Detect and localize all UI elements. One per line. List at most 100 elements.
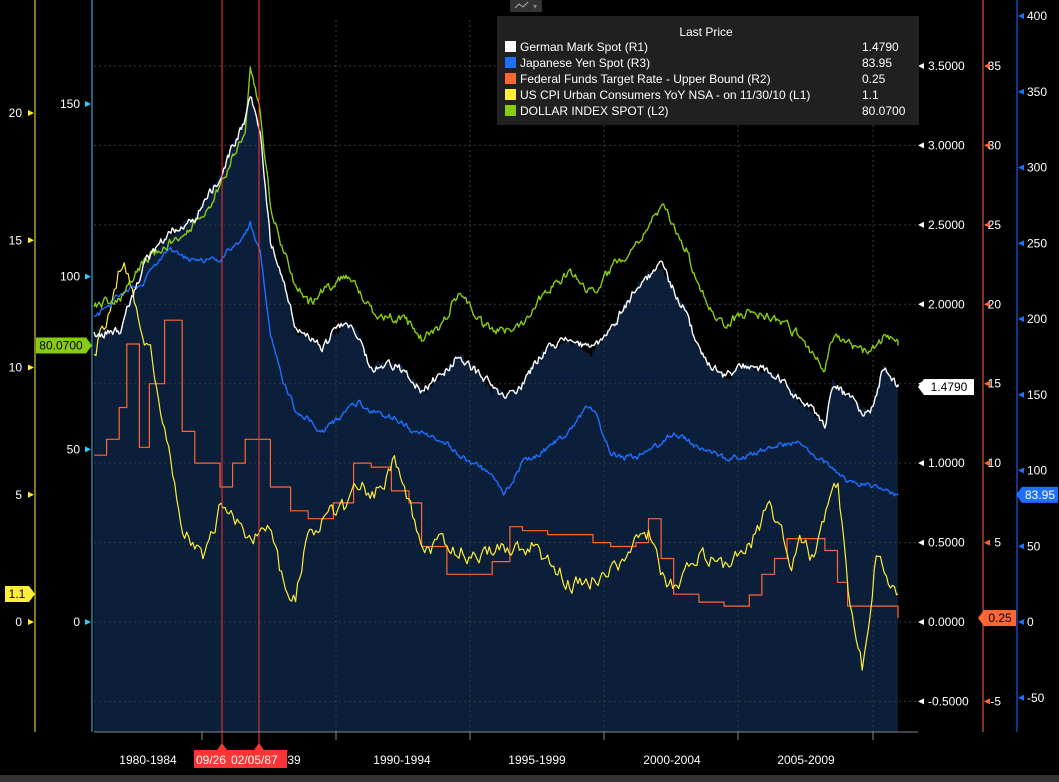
event-marker-label: 09/26 bbox=[196, 753, 226, 767]
axis-r3-tick-label: -50 bbox=[1027, 691, 1045, 705]
axis-r1-tick-arrow bbox=[918, 539, 924, 546]
axis-r1-tick-label: 0.0000 bbox=[928, 615, 965, 629]
legend-title: Last Price bbox=[679, 25, 733, 39]
axis-l2-tick-label: 50 bbox=[67, 442, 81, 456]
axis-r3-tick-label: 200 bbox=[1027, 312, 1047, 326]
axis-r3-last-badge-arrow bbox=[1016, 486, 1022, 503]
axis-r2-tick-label: 5 bbox=[994, 536, 1001, 550]
german-mark-area-fill bbox=[94, 101, 898, 732]
axis-r2-tick-label: 20 bbox=[988, 297, 1002, 311]
series-line-r3 bbox=[93, 220, 899, 497]
axis-l2-last-badge-text: 80.0700 bbox=[39, 338, 83, 352]
event-marker-label-box bbox=[194, 750, 229, 768]
x-axis-bar bbox=[0, 775, 1059, 782]
axis-r2-tick-arrow bbox=[984, 142, 990, 149]
legend-entry-name: US CPI Urban Consumers YoY NSA - on 11/3… bbox=[520, 88, 810, 102]
chevron-down-icon: ▾ bbox=[533, 2, 537, 11]
event-marker-triangle bbox=[254, 743, 264, 750]
legend-swatch bbox=[505, 105, 516, 116]
legend-entry-name: German Mark Spot (R1) bbox=[520, 40, 648, 54]
axis-r2-tick-label: 25 bbox=[988, 218, 1002, 232]
axis-r3-tick-label: 300 bbox=[1027, 161, 1047, 175]
series-line-r1 bbox=[93, 96, 899, 429]
legend-entry-value: 1.4790 bbox=[862, 40, 899, 54]
axis-r3-last-badge: 83.95 bbox=[1016, 486, 1058, 503]
axis-l1-tick-label: 20 bbox=[9, 106, 23, 120]
legend-swatch bbox=[505, 57, 516, 68]
axis-r1-tick-arrow bbox=[918, 619, 924, 625]
axis-r1-tick-arrow bbox=[918, 142, 924, 149]
axis-r3-last-badge-text: 83.95 bbox=[1025, 488, 1055, 502]
axis-l1-tick-label: 0 bbox=[15, 615, 22, 629]
axis-r2-tick-arrow bbox=[984, 698, 990, 705]
line-chart-icon bbox=[514, 1, 529, 9]
legend-entry-value: 83.95 bbox=[862, 56, 892, 70]
legend-entry-value: 1.1 bbox=[862, 88, 879, 102]
axis-r1-tick-arrow bbox=[918, 221, 924, 228]
axis-r2-tick-label: 30 bbox=[988, 138, 1002, 152]
axis-r2-tick-arrow bbox=[984, 221, 990, 228]
axis-r3-tick-label: 100 bbox=[1027, 464, 1047, 478]
series-line-l2 bbox=[93, 66, 899, 373]
chart-type-button[interactable]: ▾ bbox=[510, 0, 542, 12]
legend-entry-value: 80.0700 bbox=[862, 104, 906, 118]
axis-r2-last-badge-box bbox=[984, 610, 1016, 627]
axis-r3-tick-arrow bbox=[1018, 88, 1024, 95]
axis-r3-tick-label: 150 bbox=[1027, 388, 1047, 402]
axis-r2-tick-label: 15 bbox=[988, 377, 1002, 391]
axis-r3-tick-arrow bbox=[1018, 391, 1024, 398]
axis-r3-tick-label: 350 bbox=[1027, 85, 1047, 99]
axis-l2-last-badge: 80.0700 bbox=[36, 337, 92, 354]
axis-r3-last-badge-box bbox=[1022, 486, 1058, 503]
axis-r2-last-badge-text: 0.25 bbox=[988, 611, 1012, 625]
x-tick-label: 1980-1984 bbox=[119, 753, 177, 767]
axis-r1-tick-arrow bbox=[918, 63, 924, 69]
axis-r1-tick-label: 3.5000 bbox=[928, 59, 965, 73]
legend-entry-name: DOLLAR INDEX SPOT (L2) bbox=[520, 104, 669, 118]
axis-l1-last-badge-arrow bbox=[29, 586, 35, 603]
series-line-r2 bbox=[94, 319, 899, 618]
series-line-l1 bbox=[93, 262, 899, 671]
axis-r1-last-badge-box bbox=[924, 379, 974, 396]
legend: Last Price German Mark Spot (R1) 1.4790 Ja… bbox=[497, 16, 919, 125]
legend-swatch bbox=[505, 41, 516, 52]
axis-l1-last-badge: 1.1 bbox=[5, 586, 35, 603]
axis-r2-tick-arrow bbox=[984, 380, 990, 387]
axis-r1-tick-label: 2.5000 bbox=[928, 218, 965, 232]
axis-r2-last-badge: 0.25 bbox=[978, 610, 1016, 627]
legend-entry-value: 0.25 bbox=[862, 72, 886, 86]
axis-r3-tick-label: 0 bbox=[1027, 615, 1034, 629]
axis-r1-last-badge: 1.4790 bbox=[918, 379, 974, 396]
axis-l1-tick-arrow bbox=[28, 364, 34, 371]
axis-r2-tick-label: 10 bbox=[988, 456, 1002, 470]
axis-r3-tick-arrow bbox=[1018, 13, 1024, 19]
legend-swatch bbox=[505, 73, 516, 84]
axis-r2-tick-arrow bbox=[984, 301, 990, 308]
axis-r2-tick-label: -5 bbox=[990, 694, 1001, 708]
axis-r2-tick-arrow bbox=[984, 460, 990, 467]
legend-entry-name: Federal Funds Target Rate - Upper Bound … bbox=[520, 72, 771, 86]
axis-r2-tick-arrow bbox=[984, 539, 990, 546]
event-marker-triangle bbox=[217, 743, 227, 750]
event-marker-label: 02/05/87 bbox=[231, 753, 278, 767]
axis-r1-tick-label: 1.0000 bbox=[928, 456, 965, 470]
axis-l2-tick-arrow bbox=[85, 101, 91, 107]
axis-l1-last-badge-text: 1.1 bbox=[9, 587, 26, 601]
axis-r3-tick-arrow bbox=[1018, 164, 1024, 171]
axis-l1-tick-label: 5 bbox=[15, 488, 22, 502]
axis-l2-last-badge-box bbox=[36, 337, 86, 354]
axis-l1-tick-label: 10 bbox=[9, 361, 23, 375]
axis-r3-tick-label: 250 bbox=[1027, 236, 1047, 250]
legend-box bbox=[497, 16, 919, 125]
axis-r3-tick-arrow bbox=[1018, 316, 1024, 322]
axis-l1-tick-arrow bbox=[28, 619, 34, 625]
axis-r1-last-badge-arrow bbox=[918, 379, 924, 396]
axis-r1-tick-arrow bbox=[918, 301, 924, 308]
axis-l2-tick-arrow bbox=[85, 619, 91, 625]
chart-type-button-box bbox=[510, 0, 542, 12]
axis-r3-tick-arrow bbox=[1018, 619, 1024, 625]
axis-r2-last-badge-arrow bbox=[978, 610, 984, 627]
axis-l1-tick-arrow bbox=[28, 237, 34, 244]
